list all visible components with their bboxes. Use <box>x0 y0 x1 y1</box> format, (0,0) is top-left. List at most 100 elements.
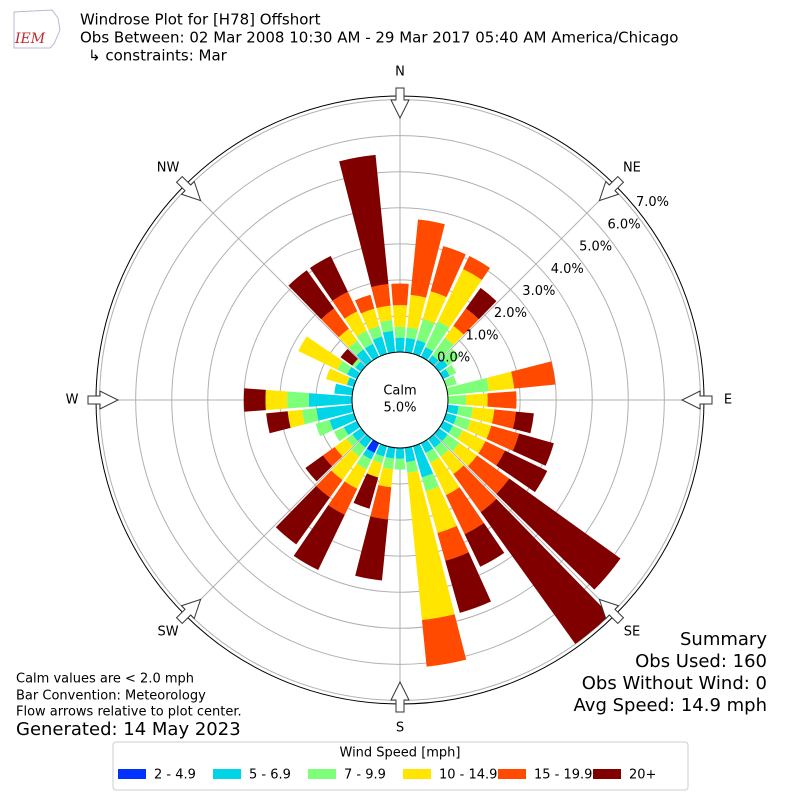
bar-segment <box>465 393 488 407</box>
bar-segment <box>392 305 408 327</box>
bar-segment <box>356 330 373 349</box>
bar-segment <box>478 441 505 466</box>
bar-segment <box>364 343 380 361</box>
compass-label: SE <box>624 624 640 639</box>
bar-segment <box>287 409 305 428</box>
bar-segment <box>305 455 333 482</box>
bar-segment <box>434 442 449 457</box>
calm-value: 5.0% <box>383 401 416 416</box>
compass-label: SW <box>158 624 179 639</box>
bar-segment <box>344 311 367 337</box>
bar-segment <box>432 337 454 361</box>
bar-segment <box>512 411 534 434</box>
bar-segment <box>316 404 354 421</box>
calm-circle <box>351 351 449 449</box>
bar-segment <box>446 377 490 396</box>
bar-segment <box>376 305 393 323</box>
bar-segment <box>442 348 460 366</box>
bar-segment <box>366 439 380 453</box>
legend-swatch <box>403 769 431 779</box>
bar-segment <box>412 339 426 357</box>
bar-segment <box>434 428 448 442</box>
bar-segment <box>356 349 372 366</box>
bar-segment <box>422 291 447 324</box>
bar-segment <box>315 419 334 437</box>
bar-segment <box>334 438 353 457</box>
bar-segment <box>316 470 343 498</box>
legend-label: 7 - 9.9 <box>344 768 386 783</box>
logo-text: IEM <box>14 31 46 47</box>
bar-segment <box>404 446 416 463</box>
bar-segment <box>430 457 460 496</box>
compass-arrow <box>175 598 202 625</box>
compass-label: E <box>724 393 732 408</box>
compass-label: W <box>66 393 79 408</box>
compass-label: N <box>395 65 405 80</box>
arrow-shape <box>87 390 120 410</box>
bar-segment <box>466 419 492 440</box>
bar-segment <box>496 450 548 493</box>
logo: IEM <box>13 9 61 49</box>
bar-segment <box>266 411 291 434</box>
bar-segment <box>362 448 375 460</box>
bar-segment <box>391 283 409 306</box>
logo-shape <box>13 9 61 49</box>
bar-segment <box>445 552 491 613</box>
summary: Summary <box>680 629 767 650</box>
calm-label: Calm <box>383 384 416 399</box>
bar-segment <box>338 328 358 348</box>
bar-segment <box>445 364 457 377</box>
grid-spoke <box>184 184 367 367</box>
bar-segment <box>344 463 367 489</box>
bar-segment <box>353 473 379 509</box>
bar-segment <box>395 337 405 353</box>
bar-segment <box>486 371 515 392</box>
bar-segment <box>355 516 389 581</box>
bar-segment <box>348 340 364 356</box>
bar-segment <box>331 449 360 480</box>
bar-segment <box>328 481 358 515</box>
bar-segment <box>366 460 383 478</box>
r-tick-label: 5.0% <box>579 240 612 255</box>
bar-segment <box>378 467 394 488</box>
r-tick-label: 0.0% <box>437 351 470 366</box>
constraints: ↳ constraints: Mar <box>88 47 228 65</box>
bar-segment <box>439 420 453 434</box>
grid-spoke <box>433 433 616 616</box>
compass-arrow <box>598 175 625 202</box>
bar-segment <box>496 478 621 590</box>
bar-segment <box>453 308 479 335</box>
bar-segment <box>407 294 427 330</box>
compass-label: S <box>396 721 404 736</box>
bar-segment <box>425 321 450 352</box>
generated: Generated: 14 May 2023 <box>16 719 241 740</box>
bar-segment <box>445 487 484 535</box>
bar-segment <box>382 330 396 354</box>
bar-segment <box>243 388 266 412</box>
bar-segment <box>382 456 395 470</box>
bar-segment <box>440 449 464 475</box>
bar-segment <box>337 360 352 375</box>
bar-segment <box>343 420 361 436</box>
arrow-shape <box>175 175 202 202</box>
compass-arrow <box>390 680 410 713</box>
bar-segment <box>486 425 520 451</box>
bar-segment <box>491 409 516 429</box>
bar-segment <box>437 525 469 561</box>
bar-segment <box>372 453 385 464</box>
grid-spoke <box>433 184 616 367</box>
bar-segment <box>453 415 471 431</box>
grid-spoke <box>184 433 367 616</box>
bar-segment <box>352 358 361 368</box>
bar-segment <box>358 434 372 448</box>
bar-segment <box>444 325 464 346</box>
bar-segment <box>370 484 392 520</box>
legend-label: 15 - 19.9 <box>534 768 592 783</box>
bar-segment <box>446 404 459 415</box>
arrow-shape <box>598 598 625 625</box>
bar-segment <box>355 294 375 314</box>
arrow-shape <box>598 175 625 202</box>
bar-segment <box>334 383 354 396</box>
bar-segment <box>425 448 440 463</box>
